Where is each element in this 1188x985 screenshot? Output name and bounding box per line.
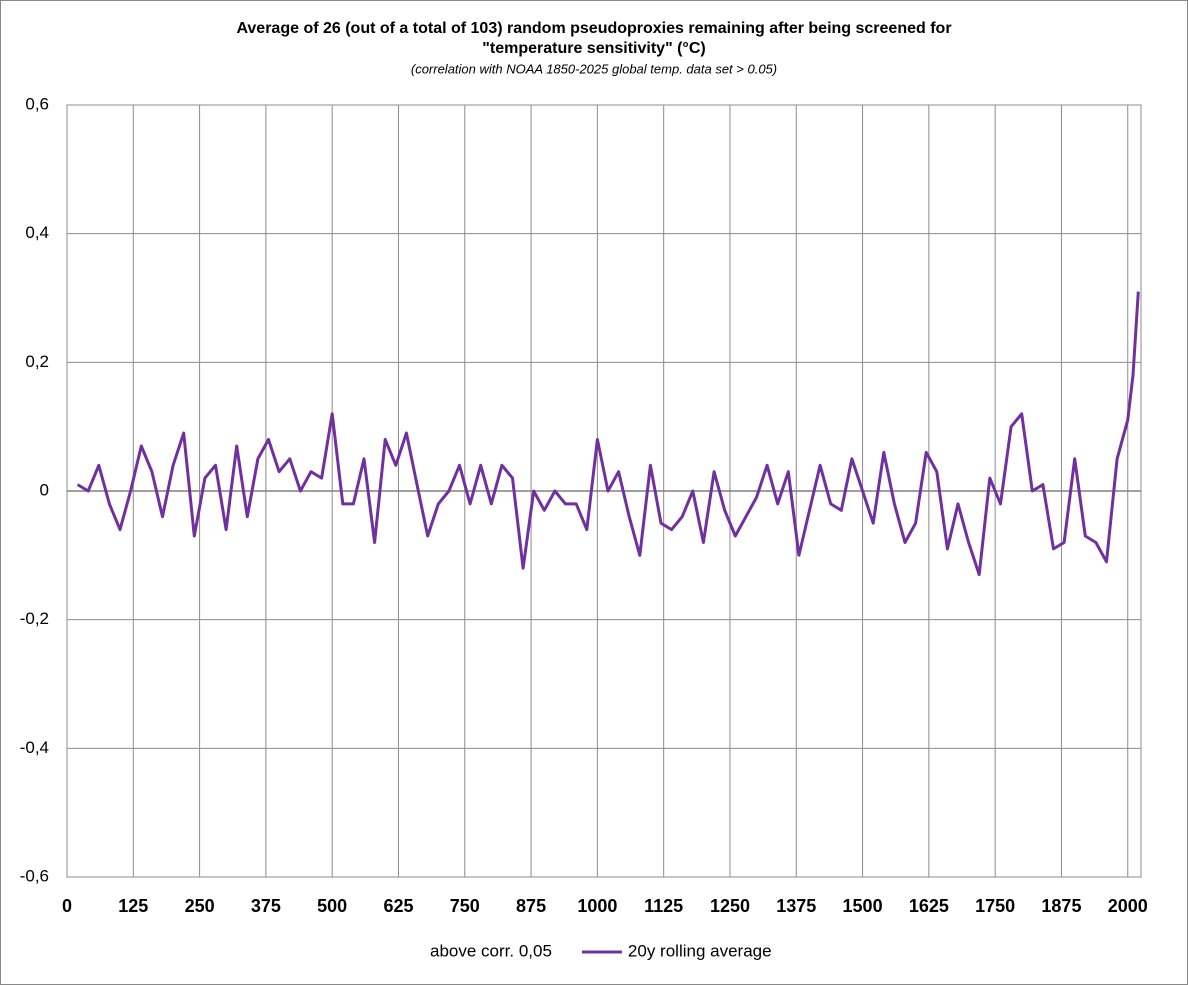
x-tick-label: 250 <box>185 896 215 916</box>
chart-subtitle: (correlation with NOAA 1850-2025 global … <box>411 61 777 76</box>
x-tick-label: 1750 <box>975 896 1015 916</box>
x-tick-label: 625 <box>383 896 413 916</box>
x-tick-label: 1125 <box>644 896 683 916</box>
x-tick-label: 375 <box>251 896 281 916</box>
x-tick-label: 1000 <box>577 896 617 916</box>
x-tick-label: 875 <box>516 896 546 916</box>
chart-title: Average of 26 (out of a total of 103) ra… <box>236 20 951 37</box>
y-tick-label: 0 <box>40 480 49 499</box>
y-tick-label: 0,6 <box>25 94 49 113</box>
y-tick-label: 0,4 <box>25 223 49 242</box>
x-tick-label: 1875 <box>1041 896 1081 916</box>
x-tick-label: 125 <box>118 896 148 916</box>
legend-label: above corr. 0,05 <box>430 941 552 960</box>
chart-title: "temperature sensitivity" (°C) <box>482 40 705 57</box>
legend-label: 20y rolling average <box>628 941 772 960</box>
x-tick-label: 500 <box>317 896 347 916</box>
data-line <box>76 291 1140 577</box>
x-tick-label: 750 <box>450 896 480 916</box>
x-tick-label: 2000 <box>1108 896 1148 916</box>
x-tick-label: 1375 <box>776 896 816 916</box>
x-tick-label: 1250 <box>710 896 750 916</box>
x-tick-label: 1625 <box>909 896 949 916</box>
y-tick-label: -0,4 <box>20 738 49 757</box>
y-tick-label: 0,2 <box>25 352 49 371</box>
y-tick-label: -0,6 <box>20 866 49 885</box>
y-tick-label: -0,2 <box>20 609 49 628</box>
x-tick-label: 0 <box>62 896 72 916</box>
x-tick-label: 1500 <box>843 896 883 916</box>
